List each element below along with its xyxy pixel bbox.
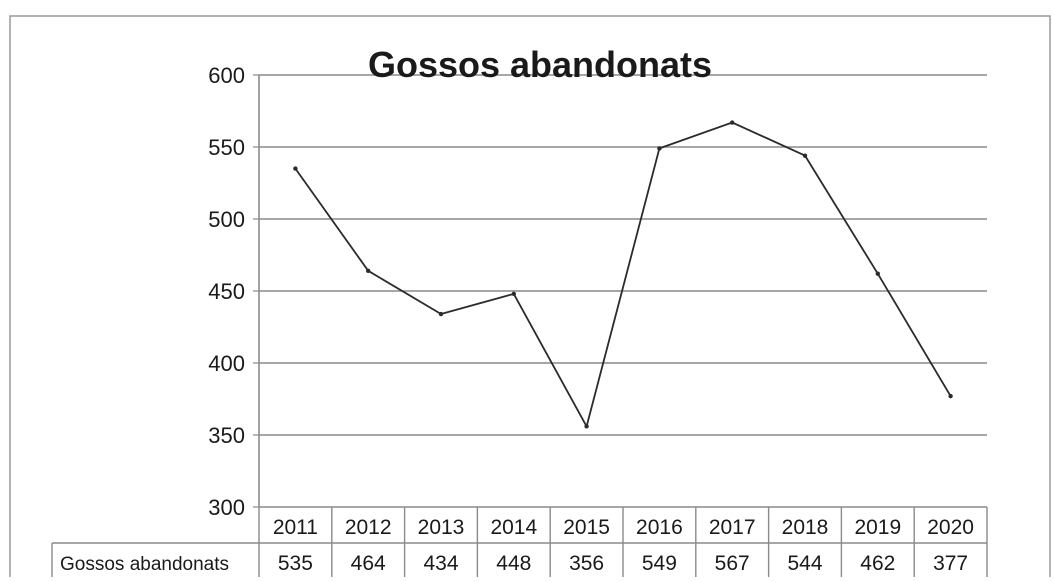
table-value: 544 bbox=[787, 552, 822, 575]
x-tick-label: 2014 bbox=[490, 516, 537, 539]
x-tick-label: 2020 bbox=[927, 516, 974, 539]
x-tick-label: 2016 bbox=[636, 516, 683, 539]
y-tick-label: 500 bbox=[208, 207, 245, 232]
y-tick-labels: 300 350 400 450 500 550 600 bbox=[208, 63, 245, 520]
data-point bbox=[730, 120, 735, 125]
table-value: 377 bbox=[933, 552, 968, 575]
axes bbox=[253, 74, 260, 508]
data-point bbox=[948, 393, 953, 399]
series-lines bbox=[293, 120, 953, 429]
table-value: 549 bbox=[642, 552, 677, 575]
x-tick-label: 2012 bbox=[345, 516, 392, 539]
y-tick-label: 450 bbox=[208, 279, 245, 304]
data-point bbox=[584, 424, 589, 429]
y-tick-label: 300 bbox=[208, 495, 245, 520]
data-point bbox=[438, 311, 444, 317]
x-tick-label: 2019 bbox=[854, 516, 901, 539]
data-point bbox=[511, 291, 516, 297]
data-table: 2011 2012 2013 2014 2015 2016 2017 2018 2019 2020… bbox=[51, 506, 988, 580]
data-point bbox=[875, 271, 880, 276]
x-tick-label: 2018 bbox=[782, 516, 829, 539]
x-tick-label: 2015 bbox=[563, 516, 610, 539]
y-tick-label: 550 bbox=[208, 135, 245, 160]
y-tick-label: 350 bbox=[208, 423, 245, 448]
y-tick-label: 600 bbox=[208, 63, 245, 88]
chart-frame bbox=[9, 15, 1051, 582]
chart-title: Gossos abandonats bbox=[368, 44, 712, 85]
gridlines bbox=[259, 74, 987, 436]
table-row-label: Gossos abandonats bbox=[60, 554, 229, 575]
table-value: 464 bbox=[351, 552, 386, 575]
data-point bbox=[293, 166, 298, 171]
table-value: 448 bbox=[496, 552, 531, 575]
table-value: 535 bbox=[278, 552, 313, 575]
data-point bbox=[366, 268, 371, 274]
x-tick-label: 2011 bbox=[273, 516, 318, 539]
table-value: 434 bbox=[423, 552, 458, 575]
x-tick-label: 2013 bbox=[418, 516, 465, 539]
series-line bbox=[294, 121, 952, 428]
table-value: 356 bbox=[569, 552, 604, 575]
x-tick-label: 2017 bbox=[709, 516, 756, 539]
table-value: 462 bbox=[860, 552, 895, 575]
data-point bbox=[802, 153, 808, 158]
table-value: 567 bbox=[715, 552, 750, 575]
y-tick-label: 400 bbox=[208, 351, 245, 376]
data-point bbox=[657, 146, 662, 151]
